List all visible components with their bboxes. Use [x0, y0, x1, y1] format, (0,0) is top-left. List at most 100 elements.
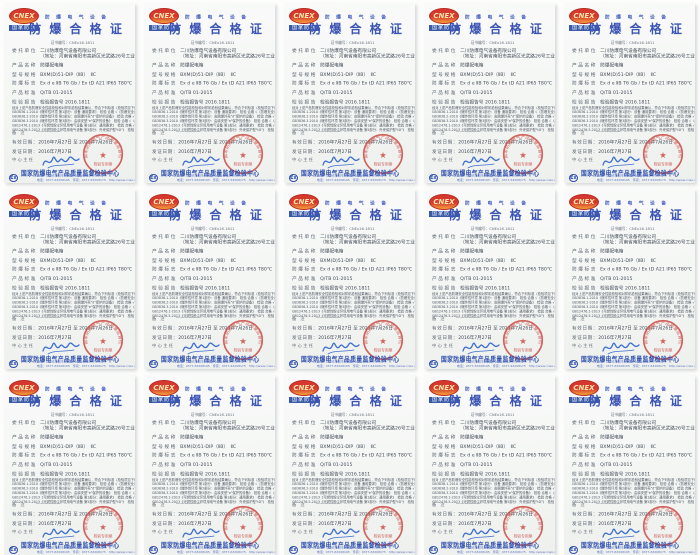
date-rows: 有效日期：2016年7月27日 至 2021年7月26日 发证日期：2016年7… [432, 138, 555, 157]
field-applicant: 委托单位 二川防爆电气设备有限公司 （地址：河南省南阳市高新区光武路26号工业园… [12, 48, 135, 60]
certificate-number: 证书编号：CNEx16.1811 [169, 412, 250, 417]
date-rows: 有效日期：2016年7月27日 至 2021年7月26日 发证日期：2016年7… [572, 324, 695, 343]
address-line-2: 电话：0377-63208195 传真：0377-63208175 http:/… [596, 364, 695, 368]
field-model: 型号规格 BXM(D)51-DIP（ⅡB） ⅡC [292, 71, 377, 78]
seal-star: ★ [99, 336, 107, 346]
standard-line: GB3836.1-2010《爆炸性环境 第1部分：设备 通用要求》 检验 合格 … [572, 110, 695, 115]
institution-address: 地址：河南省南阳市中光路20号 邮编：473008 电话：0377-632081… [177, 546, 275, 555]
valid-date-row: 有效日期：2016年7月27日 至 2021年7月26日 [432, 325, 533, 331]
certificate-number-label: 证书编号： [470, 412, 490, 418]
institution-row: Ex 国家防爆电气产品质量监督检验中心 [429, 350, 553, 369]
standard-line: GB12476.5-2013《可燃性粉尘环境用电气设备 第5部分：外壳保护型"t… [12, 500, 135, 505]
standard-line: GB3836.3-2010《爆炸性环境 第3部分：由增安型"e"保护的设备》 检… [292, 119, 415, 124]
note-row: 备 注 —————— [572, 501, 621, 508]
cnex-logo-text: CNEX [13, 198, 35, 206]
certificate-fields: 委托单位 二川防爆电气设备有限公司 （地址：河南省南阳市高新区光武路26号工业园… [572, 48, 695, 108]
standard-line: GB12476.5-2013《可燃性粉尘环境用电气设备 第5部分：外壳保护型"t… [432, 314, 555, 319]
standard-line: GB12476.1-2013《可燃性粉尘环境用电气设备 第1部分：通用要求》 检… [572, 309, 695, 314]
field-ex-marking: 防爆标志 Ex d e ⅡB T6 Gb / Ex tD A21 IP65 T8… [432, 266, 553, 273]
institution-name: 国家防爆电气产品质量监督检验中心 [441, 355, 540, 364]
institution-row: Ex 国家防爆电气产品质量监督检验中心 [149, 164, 273, 183]
standard-line: GB3836.1-2010《爆炸性环境 第1部分：设备 通用要求》 检验 合格 … [432, 296, 555, 301]
director-signature-row: 中心主任 [572, 152, 642, 172]
certificate: CNEX 国家防爆 防 爆 电 气 设 备 防 爆 合 格 证 证书编号：CNE… [144, 189, 275, 369]
standards-paragraph: 经对上述产品防爆安全性能检验和对样机检验结果确认，符合下列标准（检验项见下说明）… [12, 106, 135, 133]
standard-line: GB12476.5-2013《可燃性粉尘环境用电气设备 第5部分：外壳保护型"t… [292, 500, 415, 505]
statement-line: 经对上述产品防爆安全性能检验和对样机检验结果确认，符合下列标准（检验项见下说明）… [12, 292, 135, 296]
institution-name: 国家防爆电气产品质量监督检验中心 [21, 355, 120, 364]
standard-line: GB12476.5-2013《可燃性粉尘环境用电气设备 第5部分：外壳保护型"t… [572, 500, 695, 505]
director-label: 中心主任 [152, 529, 175, 535]
director-signature-row: 中心主任 [572, 338, 642, 358]
red-seal: 国家防爆电气产品质量监督检验中心 ★ 检验专用章 [362, 505, 404, 547]
standard-line: GB12476.1-2013《可燃性粉尘环境用电气设备 第1部分：通用要求》 检… [292, 123, 415, 128]
standard-line: GB3836.1-2010《爆炸性环境 第1部分：设备 通用要求》 检验 合格 … [152, 482, 275, 487]
nepsi-ex-logo: Ex [429, 536, 439, 555]
certificate-number: 证书编号：CNEx16.1811 [309, 412, 390, 417]
field-model: 型号规格 BXM(D)51-DIP（ⅡB） ⅡC [12, 443, 97, 450]
issue-date-row: 发证日期：2016年7月27日 [432, 520, 492, 527]
certificate-number-value: CNEx16.1811 [69, 40, 95, 46]
date-rows: 有效日期：2016年7月27日 至 2021年7月26日 发证日期：2016年7… [12, 138, 135, 157]
field-test-report: 检验报告 检验报告号 2016.1811 [292, 285, 371, 291]
director-signature-row: 中心主任 [292, 152, 362, 172]
field-product-name: 产品名称 防爆配电箱 [432, 248, 484, 255]
address-line-1: 地址：河南省南阳市中光路20号 邮编：473008 [596, 546, 664, 550]
ex-mark-icon: Ex [289, 174, 298, 182]
note-value: —————— [455, 129, 481, 134]
cnex-logo-oval: CNEX [429, 8, 459, 24]
field-standard: 产品标准 Q/TB 01-2015 [292, 276, 353, 282]
cnex-logo: CNEX 国家防爆 [9, 8, 41, 31]
institution-name: 国家防爆电气产品质量监督检验中心 [581, 355, 680, 364]
certificate-number-label: 证书编号： [330, 226, 350, 232]
director-label: 中心主任 [12, 343, 35, 349]
certificate-title: 防 爆 合 格 证 [449, 394, 544, 408]
valid-date-row: 有效日期：2016年7月27日 至 2021年7月26日 [292, 325, 393, 331]
cnex-logo-oval: CNEX [9, 8, 39, 24]
seal-bottom-text: 检验专用章 [514, 348, 533, 353]
director-signature-row: 中心主任 [12, 152, 82, 172]
certificate-title: 防 爆 合 格 证 [309, 22, 404, 36]
field-applicant: 委托单位 二川防爆电气设备有限公司 （地址：河南省南阳市高新区光武路26号工业园… [432, 234, 555, 246]
seal-bottom-text: 检验专用章 [654, 162, 673, 167]
certificate: CNEX 国家防爆 防 爆 电 气 设 备 防 爆 合 格 证 证书编号：CNE… [144, 375, 275, 555]
issue-date-row: 发证日期：2016年7月27日 [12, 520, 72, 527]
cnex-logo: CNEX 国家防爆 [429, 8, 461, 31]
standard-line: GB3836.3-2010《爆炸性环境 第3部分：由增安型"e"保护的设备》 检… [292, 491, 415, 496]
note-row: 备 注 —————— [152, 315, 201, 322]
director-label: 中心主任 [432, 157, 455, 163]
cnex-logo-text: CNEX [13, 384, 35, 392]
address-line-1: 地址：河南省南阳市中光路20号 邮编：473008 [596, 360, 664, 364]
standard-line: GB12476.1-2013《可燃性粉尘环境用电气设备 第1部分：通用要求》 检… [12, 309, 135, 314]
certificate-number-label: 证书编号： [190, 40, 210, 46]
certificate: CNEX 国家防爆 防 爆 电 气 设 备 防 爆 合 格 证 证书编号：CNE… [424, 189, 555, 369]
red-seal: 国家防爆电气产品质量监督检验中心 ★ 检验专用章 [502, 133, 544, 175]
ex-mark-icon: Ex [569, 546, 578, 554]
statement-line: 经对上述产品防爆安全性能检验和对样机检验结果确认，符合下列标准（检验项见下说明）… [572, 478, 695, 482]
signature-icon [182, 156, 220, 169]
ex-mark-icon: Ex [9, 360, 18, 368]
standard-line: GB3836.2-2010《爆炸性环境 第2部分：由隔爆外壳"d"保护的设备》 … [432, 300, 555, 305]
red-seal: 国家防爆电气产品质量监督检验中心 ★ 检验专用章 [82, 319, 124, 361]
red-seal: 国家防爆电气产品质量监督检验中心 ★ 检验专用章 [82, 505, 124, 547]
cnex-logo-banner: 国家防爆 [9, 397, 39, 403]
seal-star: ★ [519, 150, 527, 160]
cnex-logo-banner: 国家防爆 [429, 397, 459, 403]
standard-line: GB12476.5-2013《可燃性粉尘环境用电气设备 第5部分：外壳保护型"t… [572, 128, 695, 133]
field-test-report: 检验报告 检验报告号 2016.1811 [152, 471, 231, 477]
date-rows: 有效日期：2016年7月27日 至 2021年7月26日 发证日期：2016年7… [572, 510, 695, 529]
address-line-1: 地址：河南省南阳市中光路20号 邮编：473008 [36, 546, 104, 550]
director-signature-row: 中心主任 [12, 524, 82, 544]
certificate-title: 防 爆 合 格 证 [169, 208, 264, 222]
standard-line: GB12476.5-2013《可燃性粉尘环境用电气设备 第5部分：外壳保护型"t… [292, 128, 415, 133]
address-line-1: 地址：河南省南阳市中光路20号 邮编：473008 [316, 174, 384, 178]
certificate-subtitle: 防 爆 电 气 设 备 [604, 200, 669, 207]
address-line-1: 地址：河南省南阳市中光路20号 邮编：473008 [316, 360, 384, 364]
note-row: 备 注 —————— [572, 315, 621, 322]
standard-line: GB12476.1-2013《可燃性粉尘环境用电气设备 第1部分：通用要求》 检… [12, 495, 135, 500]
seal-bottom-text: 检验专用章 [234, 162, 253, 167]
standards-paragraph: 经对上述产品防爆安全性能检验和对样机检验结果确认，符合下列标准（检验项见下说明）… [152, 292, 275, 319]
certificate-number-label: 证书编号： [330, 40, 350, 46]
note-row: 备 注 —————— [152, 501, 201, 508]
ex-mark-icon: Ex [569, 174, 578, 182]
